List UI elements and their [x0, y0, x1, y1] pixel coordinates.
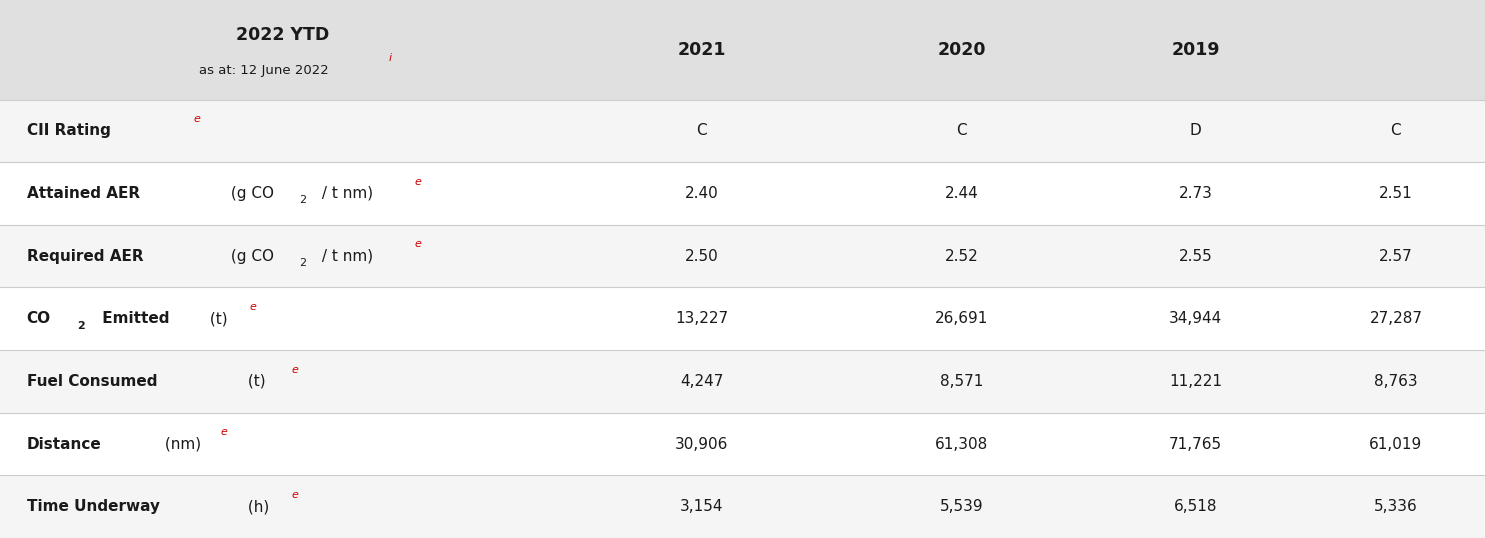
Text: (t): (t) — [205, 312, 227, 326]
Text: Distance: Distance — [27, 436, 101, 451]
FancyBboxPatch shape — [0, 225, 1485, 287]
Text: 5,539: 5,539 — [940, 499, 983, 514]
Text: i: i — [389, 53, 392, 63]
FancyBboxPatch shape — [0, 162, 1485, 225]
Text: 61,308: 61,308 — [936, 436, 988, 451]
Text: 2.55: 2.55 — [1179, 249, 1212, 264]
Text: e: e — [221, 427, 227, 437]
Text: / t nm): / t nm) — [318, 186, 373, 201]
Text: 61,019: 61,019 — [1369, 436, 1423, 451]
Text: 71,765: 71,765 — [1169, 436, 1222, 451]
Text: e: e — [193, 114, 200, 124]
Text: 8,571: 8,571 — [940, 374, 983, 389]
Text: / t nm): / t nm) — [318, 249, 373, 264]
Text: (nm): (nm) — [160, 436, 200, 451]
Text: Attained AER: Attained AER — [27, 186, 140, 201]
Text: D: D — [1189, 123, 1201, 138]
Text: 2.57: 2.57 — [1380, 249, 1412, 264]
Text: 34,944: 34,944 — [1169, 312, 1222, 326]
FancyBboxPatch shape — [0, 287, 1485, 350]
Text: 5,336: 5,336 — [1374, 499, 1418, 514]
Text: 8,763: 8,763 — [1374, 374, 1418, 389]
Text: 2019: 2019 — [1172, 41, 1219, 59]
Text: e: e — [291, 490, 298, 500]
Text: e: e — [414, 176, 422, 187]
Text: 2020: 2020 — [937, 41, 986, 59]
Text: 2021: 2021 — [677, 41, 726, 59]
Text: CO: CO — [27, 312, 50, 326]
Text: Time Underway: Time Underway — [27, 499, 160, 514]
Text: (h): (h) — [244, 499, 269, 514]
Text: (t): (t) — [244, 374, 266, 389]
Text: 2: 2 — [300, 195, 306, 206]
Text: Required AER: Required AER — [27, 249, 144, 264]
Text: e: e — [249, 302, 257, 312]
Text: 2: 2 — [77, 321, 85, 331]
Text: 27,287: 27,287 — [1369, 312, 1423, 326]
FancyBboxPatch shape — [0, 0, 1485, 100]
FancyBboxPatch shape — [0, 413, 1485, 476]
Text: CII Rating: CII Rating — [27, 123, 110, 138]
Text: 2.40: 2.40 — [685, 186, 719, 201]
Text: 2022 YTD: 2022 YTD — [236, 26, 328, 44]
Text: Fuel Consumed: Fuel Consumed — [27, 374, 157, 389]
Text: 2.50: 2.50 — [685, 249, 719, 264]
FancyBboxPatch shape — [0, 100, 1485, 162]
Text: (g CO: (g CO — [226, 249, 275, 264]
Text: 30,906: 30,906 — [676, 436, 728, 451]
Text: 11,221: 11,221 — [1169, 374, 1222, 389]
Text: 2.52: 2.52 — [944, 249, 979, 264]
Text: 6,518: 6,518 — [1173, 499, 1218, 514]
FancyBboxPatch shape — [0, 476, 1485, 538]
Text: 3,154: 3,154 — [680, 499, 723, 514]
Text: Emitted: Emitted — [97, 312, 169, 326]
Text: 2.44: 2.44 — [944, 186, 979, 201]
Text: as at: 12 June 2022: as at: 12 June 2022 — [199, 63, 330, 77]
Text: C: C — [956, 123, 967, 138]
Text: (g CO: (g CO — [226, 186, 275, 201]
Text: C: C — [1390, 123, 1402, 138]
Text: 4,247: 4,247 — [680, 374, 723, 389]
Text: 26,691: 26,691 — [936, 312, 988, 326]
Text: e: e — [414, 239, 422, 249]
Text: 13,227: 13,227 — [676, 312, 728, 326]
FancyBboxPatch shape — [0, 350, 1485, 413]
Text: C: C — [696, 123, 707, 138]
Text: 2.51: 2.51 — [1380, 186, 1412, 201]
Text: 2: 2 — [300, 258, 306, 268]
Text: 2.73: 2.73 — [1179, 186, 1212, 201]
Text: e: e — [291, 365, 298, 374]
